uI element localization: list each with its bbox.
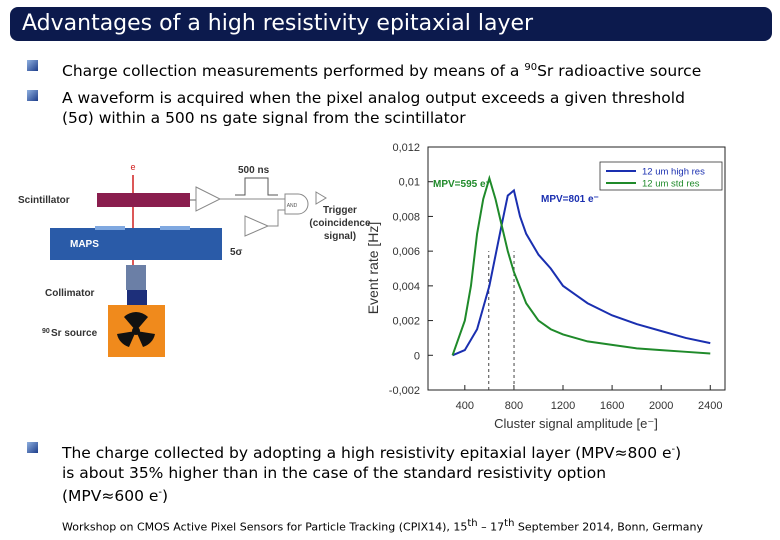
text: ) [675,444,682,463]
bullet-icon [27,442,38,453]
text: Sr radioactive source [537,62,702,81]
gate-pulse [235,177,278,196]
slide-title: Advantages of a high resistivity epitaxi… [10,7,772,41]
x-tick-label: 800 [505,400,523,412]
pixel [160,226,190,230]
y-tick-label: 0,008 [392,211,420,223]
bullet-icon [27,60,38,71]
bullet: Charge collection measurements performed… [62,58,701,81]
electron-label: e [130,162,135,172]
series-line [451,174,711,356]
text: Charge collection measurements performed… [62,62,525,81]
x-tick-label: 400 [456,400,474,412]
maps-label: MAPS [70,239,99,250]
and-label: AND [287,203,298,209]
x-tick-label: 1200 [551,400,575,412]
superscript: - [158,487,163,499]
plot-frame [427,146,726,391]
y-tick-label: 0,004 [392,281,420,293]
x-tick-label: 2400 [698,400,722,412]
amplifier [195,186,222,212]
series-line [452,188,711,357]
text: (5σ) within a 500 ns gate signal from th… [62,109,466,127]
legend [599,161,723,191]
collimator-label: Collimator [45,288,95,299]
scintillator-label: Scintillator [18,195,70,206]
legend-label: 12 um high res [642,167,705,178]
x-tick-label: 1600 [600,400,624,412]
y-tick-label: 0,012 [392,142,420,154]
discriminator [244,215,270,237]
maps-sensor [50,228,222,260]
source-label: Sr source [51,328,98,339]
text: Workshop on CMOS Active Pixel Sensors fo… [62,520,468,534]
y-tick-label: 0 [414,350,420,362]
annotation: MPV=801 e⁻ [541,194,599,205]
radiation-symbol [117,312,155,347]
text: A waveform is acquired when the pixel an… [62,89,685,107]
threshold-label: 5σ [230,247,243,258]
bullet: The charge collected by adopting a high … [62,440,681,506]
y-tick-label: -0,002 [389,385,420,397]
source-sup: 90 [42,328,50,335]
footer: Workshop on CMOS Active Pixel Sensors fo… [62,518,703,534]
output-buffer [315,191,327,205]
superscript: th [504,518,515,529]
trigger-label: signal) [324,231,356,242]
legend-label: 12 um std res [642,179,700,190]
y-tick-label: 0,006 [392,246,420,258]
bullet: A waveform is acquired when the pixel an… [62,88,685,128]
bullet-icon [27,90,38,101]
y-tick-label: 0,01 [399,177,420,189]
x-tick-label: 2000 [649,400,673,412]
collimator [126,265,146,290]
superscript: - [671,444,676,455]
text: (MPV≈600 e [62,487,159,506]
text: ) [162,487,169,506]
scintillator [97,193,190,207]
wire [268,209,285,227]
annotation: MPV=595 e⁻ [433,179,491,190]
x-axis-title: Cluster signal amplitude [e⁻] [494,416,658,431]
trigger-label: (coincidence [309,218,371,229]
gate-label: 500 ns [238,165,270,176]
text: is about 35% higher than in the case of … [62,464,607,483]
trigger-label: Trigger [323,205,357,216]
text: – 17 [477,520,505,534]
pixel [95,226,125,230]
text: September 2014, Bonn, Germany [514,520,703,534]
and-gate [284,193,309,215]
superscript: 90 [524,62,538,73]
y-axis-title: Event rate [Hz] [365,222,381,315]
superscript: th [467,518,478,529]
text: The charge collected by adopting a high … [62,444,672,463]
source-holder [127,290,147,305]
y-tick-label: 0,002 [392,316,420,328]
